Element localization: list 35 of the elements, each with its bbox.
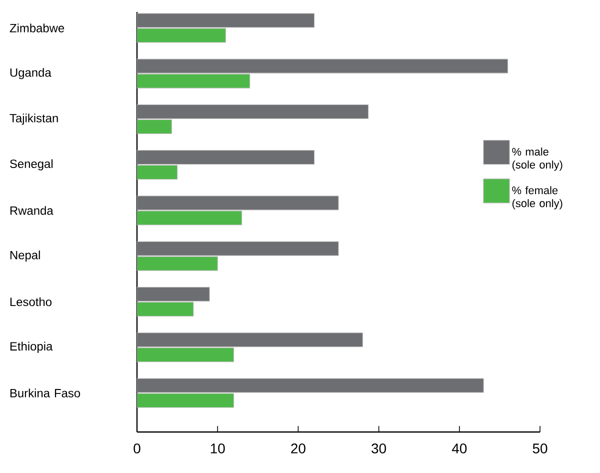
legend-label: % female (sole only) <box>512 186 562 210</box>
x-tick-label: 10 <box>210 444 225 454</box>
bar <box>136 348 234 362</box>
y-tick-label: Nepal <box>10 250 40 262</box>
y-tick-label: Burkina Faso <box>10 388 80 398</box>
y-tick-label: Rwanda <box>10 206 54 215</box>
bar <box>136 393 234 408</box>
bar <box>136 58 508 74</box>
x-tick-label: 30 <box>372 444 386 454</box>
bar <box>136 256 218 271</box>
bar <box>136 74 250 88</box>
x-tick-label: 40 <box>452 444 467 454</box>
bar <box>136 150 315 165</box>
y-tick-label: Uganda <box>10 68 52 80</box>
y-tick-label: Ethiopia <box>10 342 53 353</box>
bar <box>136 28 226 43</box>
bar <box>136 210 242 226</box>
bar <box>136 119 172 134</box>
bar <box>136 286 210 302</box>
bar <box>136 104 369 120</box>
y-tick-label: Lesotho <box>10 297 52 306</box>
bar <box>136 165 178 180</box>
bar <box>136 13 315 28</box>
y-tick-label: Zimbabwe <box>10 24 64 32</box>
legend-label: % male (sole only) <box>512 148 562 171</box>
y-tick-label: Tajikistan <box>10 114 58 125</box>
bar <box>136 378 484 393</box>
bar <box>136 196 339 210</box>
x-tick-label: 50 <box>532 444 548 454</box>
bar <box>136 241 339 256</box>
bar <box>136 332 363 348</box>
x-tick-label: 0 <box>134 444 140 454</box>
bar <box>136 302 194 317</box>
y-tick-label: Senegal <box>10 159 53 170</box>
x-tick-label: 20 <box>291 444 306 454</box>
